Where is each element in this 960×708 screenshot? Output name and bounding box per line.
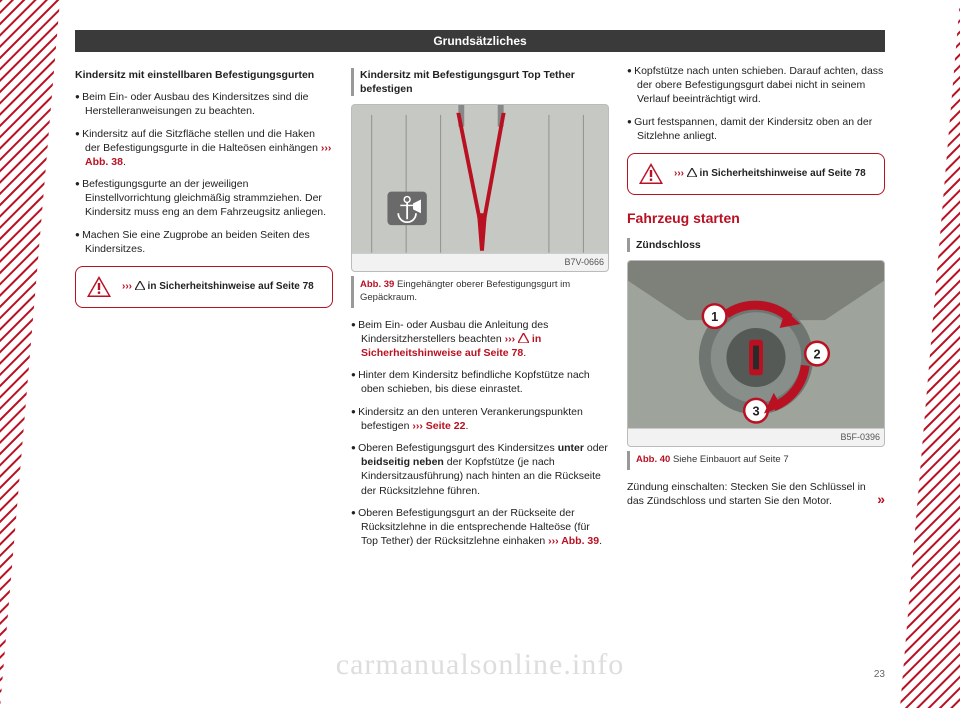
columns: Kindersitz mit einstellbaren Befestigung…	[75, 64, 885, 556]
column-1: Kindersitz mit einstellbaren Befestigung…	[75, 64, 333, 556]
col3-warning-text: ››› in Sicherheitshinweise auf Seite 78	[674, 167, 866, 180]
col3-subhead: Zündschloss	[627, 238, 885, 252]
col1-warning-box: ››› in Sicherheitshinweise auf Seite 78	[75, 266, 333, 308]
header-bar: Grundsätzliches	[75, 30, 885, 52]
warning-inline-icon	[135, 281, 145, 290]
page-number: 23	[874, 669, 885, 680]
col1-warning-text: ››› in Sicherheitshinweise auf Seite 78	[122, 280, 314, 293]
svg-text:3: 3	[752, 403, 759, 418]
svg-text:2: 2	[813, 346, 820, 361]
figure-39-label: B7V-0666	[352, 253, 608, 271]
col3-warning-box: ››› in Sicherheitshinweise auf Seite 78	[627, 153, 885, 195]
warning-icon	[86, 275, 112, 299]
warning-icon	[638, 162, 664, 186]
warning-inline-icon	[518, 333, 529, 343]
col3-bullet-2: Gurt festspannen, damit der Kindersitz o…	[627, 115, 885, 143]
col1-bullet-3: Befestigungsgurte an der jeweiligen Eins…	[75, 177, 333, 220]
col1-bullet-2: Kindersitz auf die Sitzfläche stellen un…	[75, 127, 333, 170]
col2-subhead: Kindersitz mit Befestigungsgurt Top Teth…	[351, 68, 609, 96]
col3-bullet-1: Kopfstütze nach unten schieben. Darauf a…	[627, 64, 885, 107]
col1-subhead: Kindersitz mit einstellbaren Befestigung…	[75, 68, 333, 82]
continue-mark: »	[877, 490, 885, 509]
col2-bullet-5: Oberen Befestigungsgurt an der Rückseite…	[351, 506, 609, 549]
col2-bullet-1: Beim Ein- oder Ausbau die Anleitung des …	[351, 318, 609, 361]
svg-text:1: 1	[711, 309, 718, 324]
header-title: Grundsätzliches	[433, 34, 526, 48]
col1-bullet-1: Beim Ein- oder Ausbau des Kindersitzes s…	[75, 90, 333, 118]
figure-39-caption: Abb. 39 Eingehängter oberer Befestigungs…	[351, 276, 609, 308]
col3-body-3: Zündung einschalten: Stecken Sie den Sch…	[627, 480, 885, 508]
figure-40-caption: Abb. 40 Siehe Einbauort auf Seite 7	[627, 451, 885, 470]
col1-bullet-4: Machen Sie eine Zugprobe an beiden Seite…	[75, 228, 333, 256]
col2-bullet-2: Hinter dem Kindersitz befindliche Kopfst…	[351, 368, 609, 396]
column-3: Kopfstütze nach unten schieben. Darauf a…	[627, 64, 885, 556]
page-content: Grundsätzliches Kindersitz mit einstellb…	[75, 30, 885, 680]
section-title-fahrzeug: Fahrzeug starten	[627, 209, 885, 228]
col2-bullet-4: Oberen Befestigungsgurt des Kindersitzes…	[351, 441, 609, 498]
page-hatch-left	[0, 0, 60, 708]
column-2: Kindersitz mit Befestigungsgurt Top Teth…	[351, 64, 609, 556]
warning-inline-icon	[687, 168, 697, 177]
figure-40-label: B5F-0396	[628, 428, 884, 446]
figure-40: 1 2 3 B5F-0396	[627, 260, 885, 448]
figure-39: B7V-0666	[351, 104, 609, 272]
page-hatch-right	[900, 0, 960, 708]
col2-bullet-3: Kindersitz an den unteren Verankerungspu…	[351, 405, 609, 433]
